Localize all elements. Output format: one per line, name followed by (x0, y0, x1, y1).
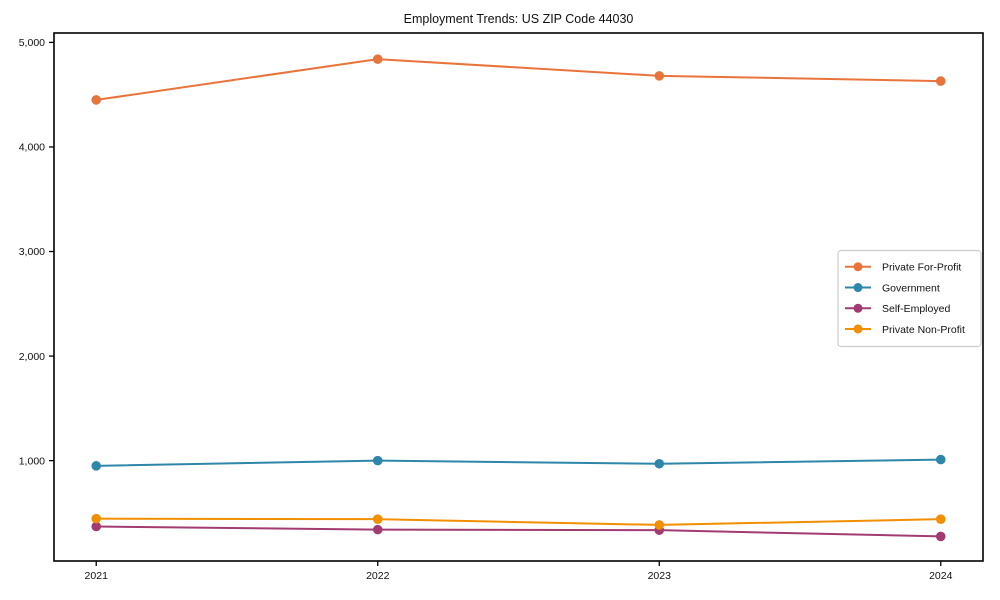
data-point (372, 514, 383, 524)
x-tick-label: 2021 (85, 570, 109, 582)
data-point (372, 524, 383, 535)
x-tick-label: 2022 (366, 570, 390, 582)
data-point (935, 514, 946, 524)
series-line-0 (95, 58, 942, 101)
legend-label: Private For-Profit (882, 262, 961, 274)
legend-label: Government (882, 282, 940, 294)
data-point (654, 71, 665, 81)
legend-item-marker (853, 283, 863, 293)
legend-box (837, 249, 982, 348)
legend: Private For-Profit Government Self-Employe… (837, 249, 982, 348)
y-tick-label: 1,000 (19, 455, 45, 467)
data-point (91, 461, 102, 471)
y-tick-label: 3,000 (19, 246, 45, 258)
data-point (654, 458, 665, 469)
x-tick-label: 2023 (648, 570, 672, 582)
legend-item-marker (853, 262, 863, 272)
data-point (91, 95, 102, 105)
y-tick-label: 2,000 (19, 351, 45, 363)
legend-label: Private Non-Profit (882, 324, 965, 336)
data-point (935, 76, 946, 86)
data-point (654, 520, 665, 530)
series-line-2 (95, 525, 942, 538)
series-line-1 (95, 458, 942, 467)
legend-label: Self-Employed (882, 303, 950, 315)
data-point (935, 531, 946, 542)
y-tick-label: 5,000 (19, 37, 45, 49)
plot-border (53, 32, 984, 562)
series-line-3 (95, 517, 942, 526)
data-point (372, 54, 383, 64)
legend-item-marker (853, 303, 863, 313)
chart-title: Employment Trends: US ZIP Code 44030 (403, 12, 634, 26)
data-point (91, 513, 102, 524)
y-tick-label: 4,000 (19, 142, 45, 154)
data-point (91, 521, 102, 532)
x-tick-label: 2024 (929, 570, 953, 582)
data-point (935, 454, 946, 465)
legend-item-marker (853, 324, 863, 334)
data-point (372, 455, 383, 466)
